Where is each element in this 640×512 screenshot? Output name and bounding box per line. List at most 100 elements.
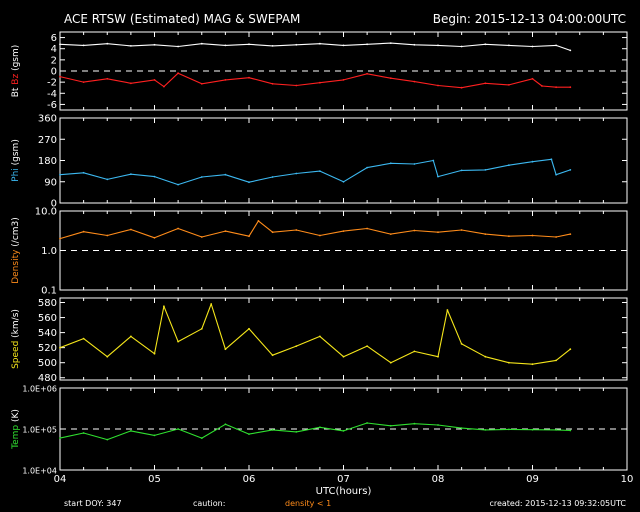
point-bz	[200, 82, 203, 85]
density-ylabel-part: (/cm3)	[11, 217, 21, 249]
temp-panel: 1.0E+06 1.0E+05 1.0E+04 Temp (K) 04 05 06 07 08 0…	[11, 385, 633, 498]
density-ylabel-part: Density	[11, 249, 21, 284]
point-temp	[248, 433, 250, 435]
point-temp	[569, 429, 572, 432]
point-bz	[130, 82, 132, 85]
point-bz	[484, 82, 487, 85]
point-phi	[106, 178, 109, 181]
point-bz	[508, 84, 510, 86]
point-speed	[389, 361, 392, 364]
point-density	[200, 236, 203, 238]
point-density	[106, 234, 109, 237]
speed-ytick-label: 500	[38, 358, 57, 369]
temp-ytick-label: 1.0E+06	[22, 385, 57, 394]
xtick-label: 04	[54, 474, 67, 485]
point-density	[555, 236, 557, 238]
point-density	[460, 229, 463, 231]
point-bz	[555, 86, 557, 89]
temp-ytick-label: 1.0E+04	[22, 467, 57, 476]
point-speed	[569, 348, 572, 351]
point-bz	[541, 85, 543, 87]
point-phi	[569, 169, 572, 171]
temp-ylabel-part: Temp	[11, 425, 21, 450]
point-speed	[248, 327, 250, 330]
density-ylabel: Density (/cm3)	[11, 217, 21, 284]
point-phi	[200, 176, 203, 178]
point-bz	[531, 77, 534, 80]
point-speed	[295, 345, 298, 347]
point-bt	[389, 42, 392, 44]
point-phi	[389, 162, 392, 165]
point-temp	[389, 424, 392, 427]
point-speed	[460, 343, 463, 345]
point-temp	[319, 426, 321, 429]
point-bt	[82, 44, 85, 47]
point-density	[484, 233, 487, 236]
point-density	[271, 231, 274, 234]
point-bz	[366, 72, 368, 75]
point-temp	[271, 429, 274, 431]
point-phi	[437, 175, 439, 178]
xtick-label: 08	[432, 474, 445, 485]
point-phi	[130, 173, 132, 176]
xtick-label: 05	[148, 474, 161, 485]
point-speed	[106, 355, 109, 358]
point-density	[389, 233, 392, 236]
xtick-label: 07	[337, 474, 350, 485]
point-density	[342, 230, 345, 233]
point-phi	[432, 159, 435, 162]
point-phi	[555, 173, 557, 176]
point-bz	[271, 82, 274, 85]
point-speed	[210, 303, 213, 305]
phi-ylabel-part: (gsm)	[11, 139, 21, 168]
created-time: created: 2015-12-13 09:32:05UTC	[489, 499, 626, 508]
point-temp	[366, 422, 368, 424]
speed-ytick-label: 520	[38, 343, 57, 354]
point-temp	[177, 428, 180, 430]
point-speed	[366, 345, 368, 347]
point-speed	[319, 335, 321, 338]
point-temp	[224, 423, 227, 426]
mag-ytick-label: 4	[51, 44, 57, 55]
density-caution-note: density < 1	[285, 499, 331, 508]
point-speed	[82, 337, 85, 340]
start-doy: start DOY: 347	[64, 499, 122, 508]
point-phi	[177, 183, 180, 186]
point-phi	[224, 173, 227, 176]
point-density	[437, 231, 439, 234]
speed-ylabel: Speed (km/s)	[11, 309, 21, 369]
point-density	[82, 230, 85, 233]
density-ytick-label: 0.1	[41, 286, 57, 297]
point-bz	[295, 84, 298, 87]
point-phi	[366, 166, 368, 169]
point-phi	[319, 170, 321, 173]
caution-label: caution:	[193, 499, 225, 508]
point-speed	[153, 352, 156, 355]
speed-ylabel-part: Speed	[11, 341, 21, 369]
mag-ytick-label: 6	[51, 33, 57, 44]
point-speed	[224, 348, 227, 351]
point-temp	[555, 429, 557, 431]
point-temp	[460, 427, 463, 429]
point-bt	[342, 44, 345, 47]
point-bz	[342, 79, 345, 81]
point-temp	[82, 432, 85, 434]
point-phi	[153, 175, 156, 178]
mag-ytick-label: -6	[47, 100, 57, 111]
temp-ylabel: Temp (K)	[11, 409, 21, 450]
point-speed	[446, 309, 449, 311]
point-density	[508, 235, 510, 238]
mag-ytick-label: 0	[51, 67, 57, 78]
point-bt	[200, 42, 203, 45]
point-density	[248, 235, 250, 238]
mag-ytick-label: 2	[51, 55, 57, 66]
point-temp	[342, 430, 345, 432]
point-bz	[177, 72, 180, 75]
point-speed	[342, 355, 345, 358]
series-speed	[59, 303, 571, 365]
speed-ytick-label: 480	[38, 373, 57, 384]
point-bt	[106, 42, 109, 45]
mag-ylabel-part: Bt	[11, 87, 21, 97]
